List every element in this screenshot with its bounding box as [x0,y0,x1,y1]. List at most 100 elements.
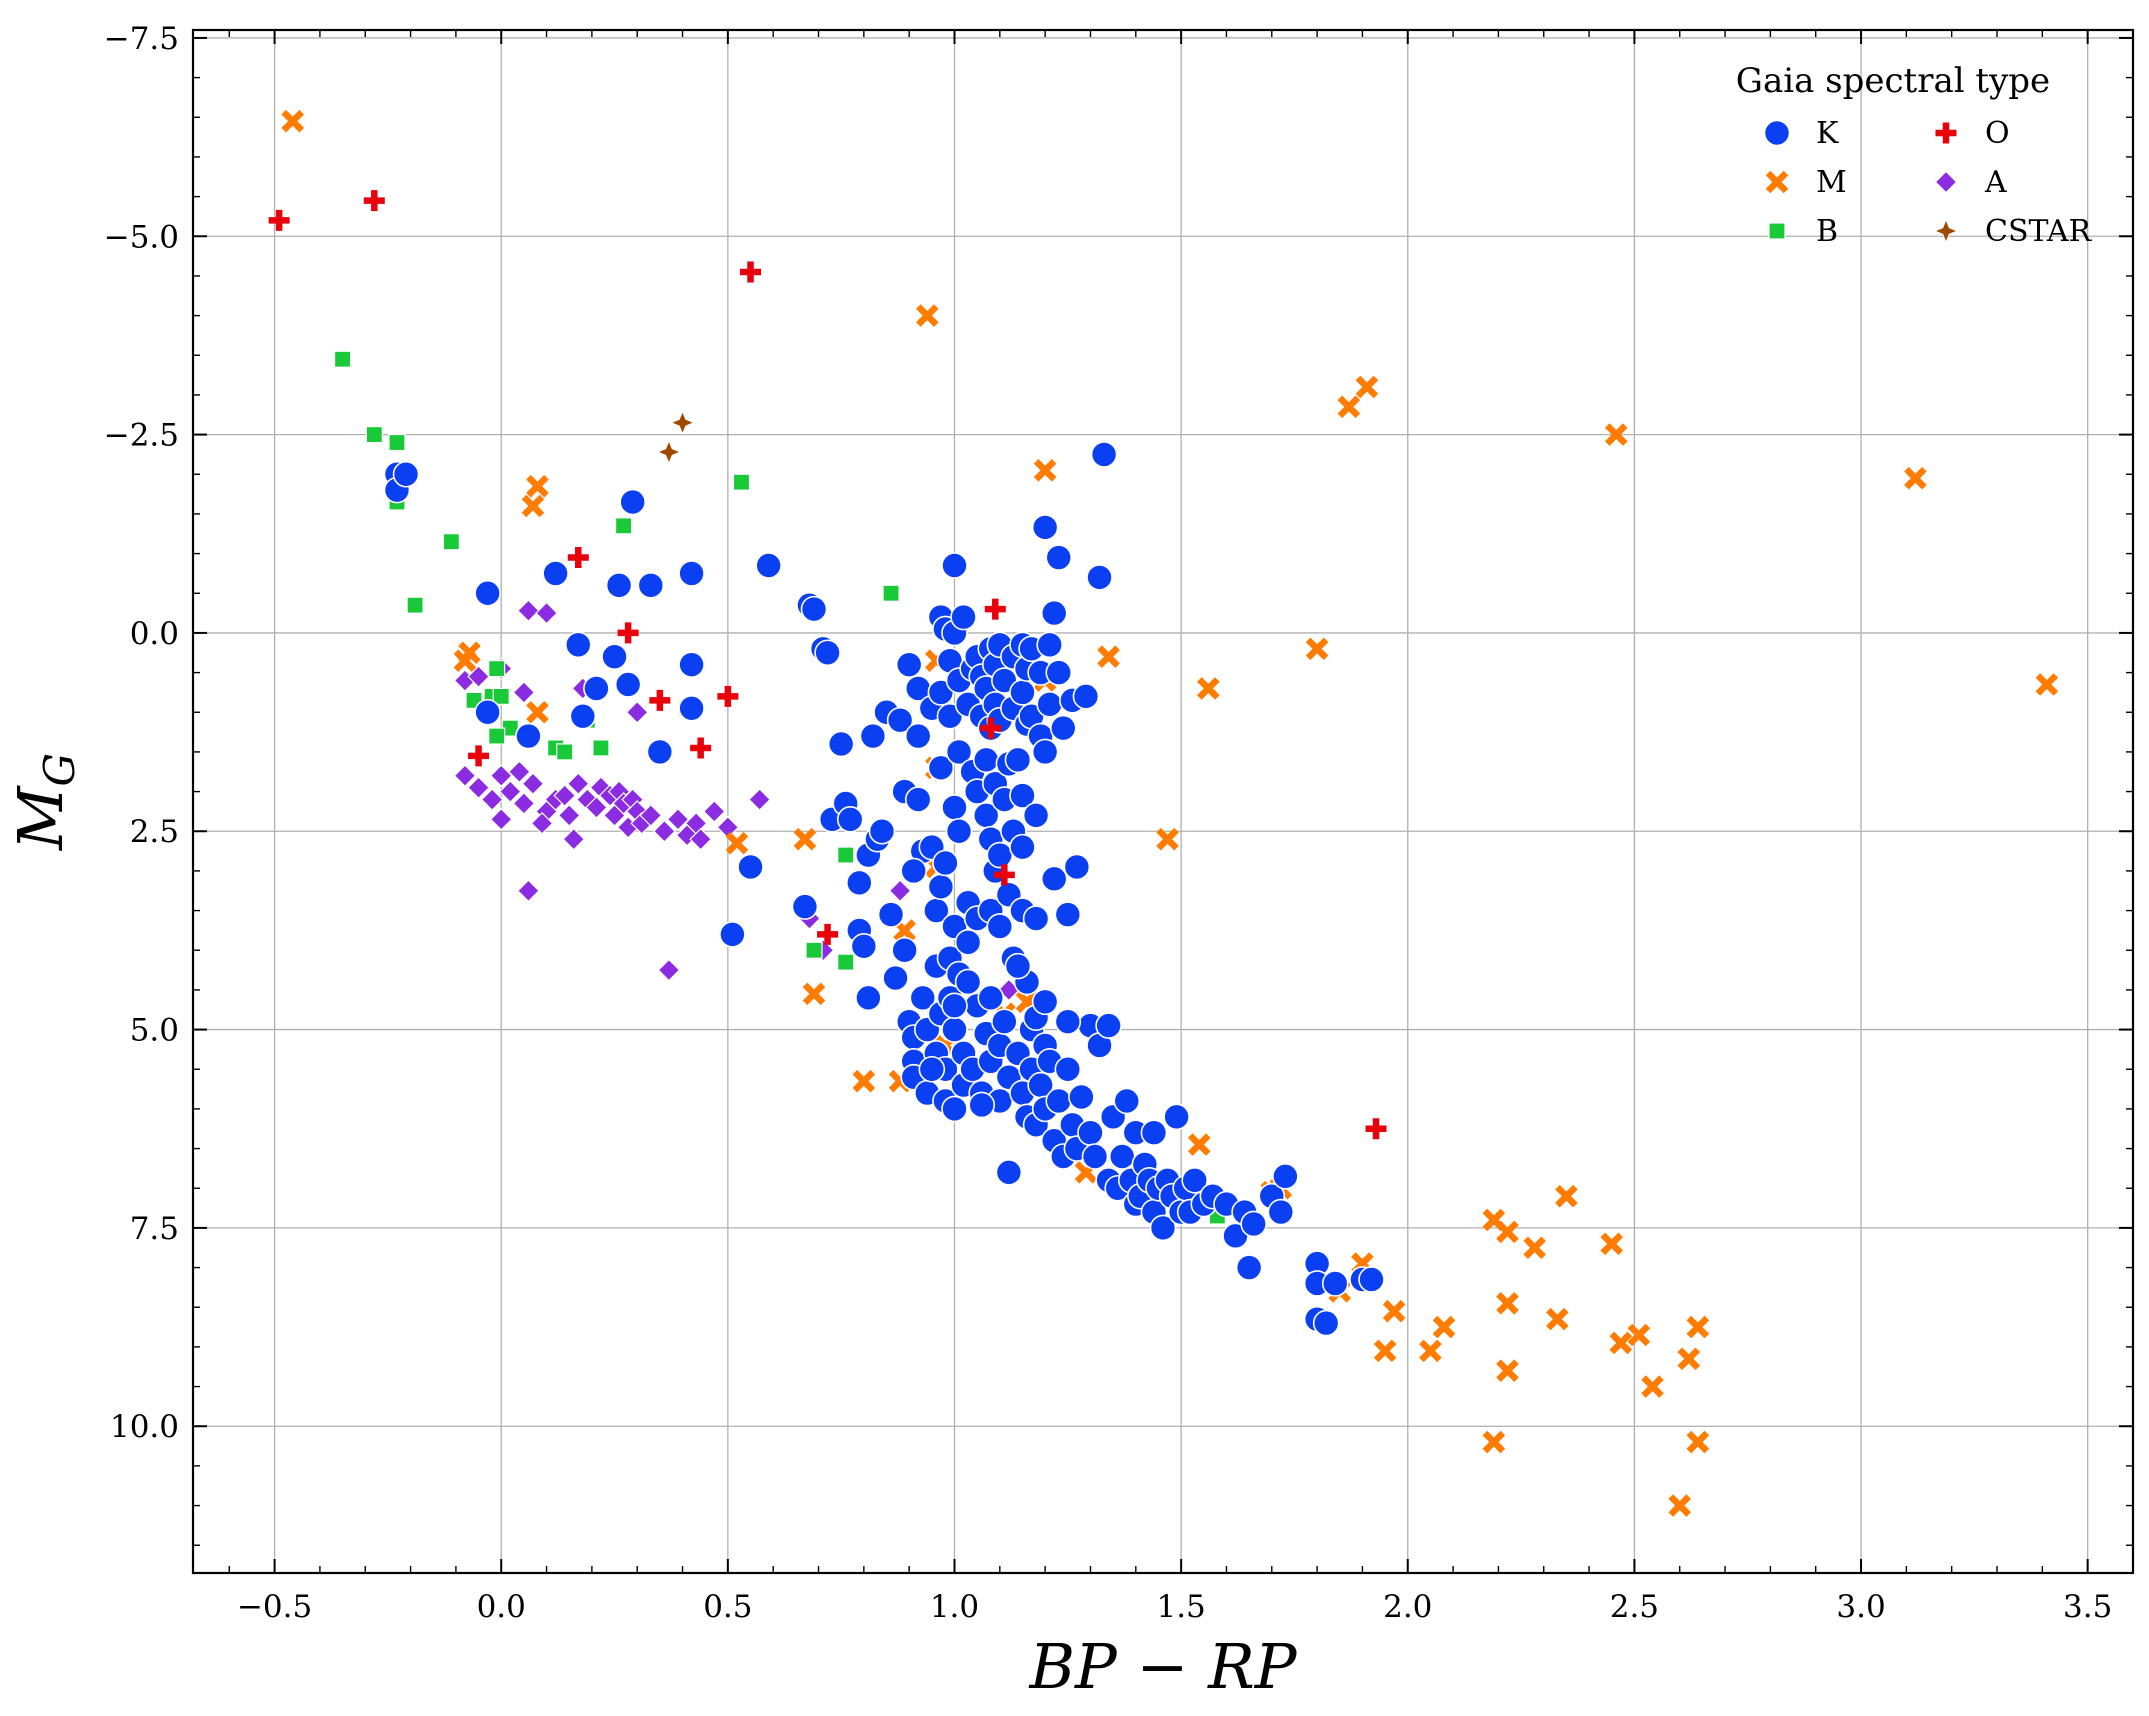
point-K [1240,1210,1267,1238]
point-M-shape [1686,1430,1710,1454]
point-M-shape [1197,677,1220,700]
point-K-shape [995,1159,1023,1186]
point-A [888,879,912,903]
point-A-shape [639,804,663,827]
point-M [916,304,939,327]
point-K-shape [1272,1163,1299,1190]
point-K-shape [474,698,501,726]
point-A-shape [666,808,690,831]
point-K-shape [846,869,873,897]
point-K-shape [941,992,968,1020]
point-K [678,560,705,587]
x-tick-label: 1.0 [930,1589,979,1625]
point-K-shape [1181,1167,1209,1194]
plot-frame [191,28,2135,1575]
point-O-shape [817,923,839,945]
point-A [498,780,522,803]
legend: Gaia spectral type KMB OA CSTAR [1736,61,2093,249]
point-K-shape [542,560,569,587]
point-K-shape [1163,1103,1190,1131]
point-K-shape [678,560,705,587]
point-K [1040,865,1068,893]
point-K [986,841,1014,869]
point-A-shape [575,788,599,811]
point-M-shape [1187,1133,1211,1156]
point-K [791,893,819,920]
point-K [868,817,896,845]
point-K [1036,691,1063,718]
point-K-shape [1031,514,1059,541]
point-K [850,932,878,960]
point-K [941,1095,968,1123]
point-M-shape [1337,395,1361,419]
point-K-shape [1108,1143,1136,1170]
point-B-shape [406,596,424,614]
point-K [895,651,923,678]
point-M-shape [1686,1315,1710,1339]
legend-label-CSTAR: CSTAR [1985,214,2093,249]
point-K [882,964,909,992]
legend-marker-CSTAR-shape [1933,218,1959,244]
point-A [517,599,540,623]
point-M-shape [1904,466,1927,490]
point-M-shape [1546,1307,1569,1331]
point-A [489,808,513,831]
point-B-shape [488,660,506,678]
y-tick-label: −7.5 [104,21,179,57]
point-O-shape [617,622,639,644]
point-O [690,737,712,759]
point-M [852,1069,876,1093]
point-K [945,817,973,845]
point-M [1382,1299,1406,1323]
point-A-shape [566,772,590,795]
point-K-shape [1036,631,1063,659]
point-A-shape [467,665,490,688]
point-A-shape [489,808,513,831]
point-K [1235,1254,1263,1281]
point-M [1546,1307,1569,1331]
point-K [1321,1270,1349,1297]
point-M-shape [793,827,817,851]
point-B-shape [492,687,510,705]
point-M [1432,1315,1456,1339]
point-K-shape [882,964,909,992]
point-K [904,786,932,813]
point-B [592,739,610,757]
point-A [512,681,536,704]
y-tick-label: 0.0 [130,616,179,652]
point-K-shape [1068,1083,1095,1111]
point-B-shape [837,953,855,971]
point-K-shape [1235,1254,1263,1281]
point-M-shape [725,831,749,855]
point-K-shape [564,631,592,659]
point-B-shape [488,727,506,745]
point-A [639,804,663,827]
point-K-shape [1240,1210,1267,1238]
point-K-shape [583,675,610,702]
point-K-shape [977,984,1005,1012]
point-M-shape [1600,1232,1624,1256]
point-K [954,929,982,956]
point-A [575,788,599,811]
point-K-shape [941,794,968,821]
point-K-shape [1031,988,1059,1016]
point-O-shape [363,190,385,212]
point-K [977,984,1005,1012]
point-B-shape [615,517,633,535]
point-M [1197,677,1220,700]
x-tick-label: 0.5 [703,1589,752,1625]
point-K [968,1091,995,1119]
point-B [488,660,506,678]
point-M-shape [526,700,549,724]
point-K-shape [1054,1008,1082,1035]
point-M-shape [1432,1315,1456,1339]
point-K [800,595,828,623]
point-M [1555,1184,1578,1208]
point-A [657,958,681,982]
point-K-shape [1045,544,1073,571]
point-K [891,936,918,964]
legend-label-O: O [1985,116,2010,151]
point-M [1482,1430,1506,1454]
point-K [1049,714,1077,742]
point-B-shape [442,533,460,551]
